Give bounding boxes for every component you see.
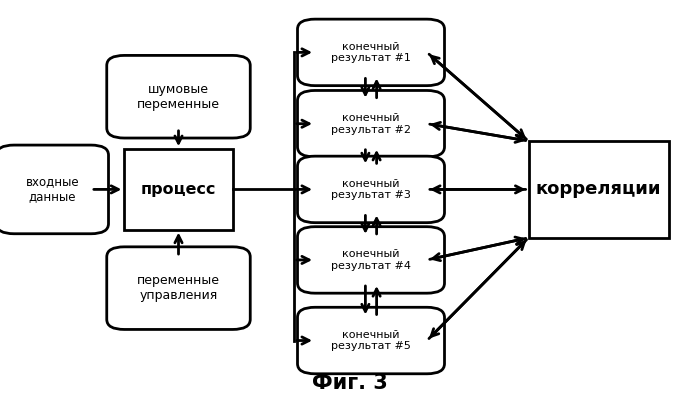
- FancyBboxPatch shape: [298, 156, 444, 222]
- Text: конечный
результат #2: конечный результат #2: [331, 113, 411, 135]
- FancyBboxPatch shape: [0, 145, 108, 234]
- FancyBboxPatch shape: [106, 55, 251, 138]
- Text: корреляции: корреляции: [536, 181, 662, 198]
- Text: конечный
результат #5: конечный результат #5: [331, 330, 411, 351]
- FancyBboxPatch shape: [298, 19, 444, 86]
- Text: процесс: процесс: [141, 182, 216, 197]
- Text: шумовые
переменные: шумовые переменные: [137, 83, 220, 111]
- Text: конечный
результат #1: конечный результат #1: [331, 42, 411, 63]
- Text: входные
данные: входные данные: [26, 175, 79, 204]
- Bar: [528, 141, 668, 238]
- Text: Фиг. 3: Фиг. 3: [312, 373, 388, 393]
- FancyBboxPatch shape: [106, 247, 251, 330]
- Text: конечный
результат #4: конечный результат #4: [331, 249, 411, 271]
- Bar: [125, 149, 232, 230]
- Text: переменные
управления: переменные управления: [137, 274, 220, 302]
- FancyBboxPatch shape: [298, 91, 444, 157]
- FancyBboxPatch shape: [298, 226, 444, 293]
- Text: конечный
результат #3: конечный результат #3: [331, 179, 411, 200]
- FancyBboxPatch shape: [298, 307, 444, 374]
